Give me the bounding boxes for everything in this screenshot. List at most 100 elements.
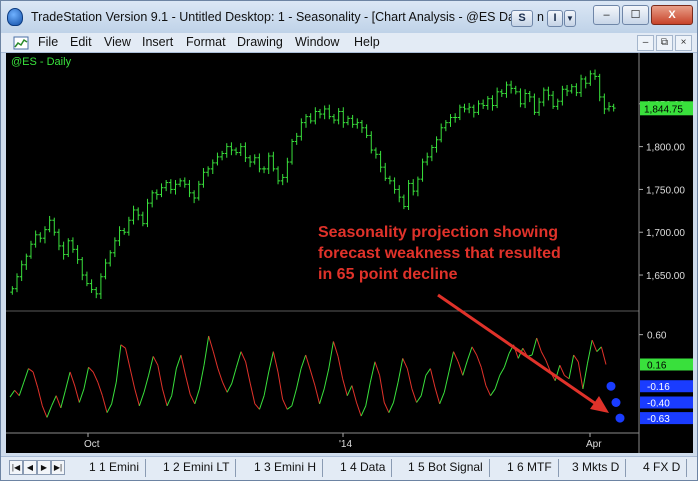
seasonality-segment	[194, 388, 200, 405]
seasonality-segment	[115, 344, 122, 383]
seasonality-axis: 0.60 0.16 -0.16 -0.40 -0.63	[639, 331, 693, 425]
close-button[interactable]: X	[651, 5, 693, 25]
window-title: TradeStation Version 9.1 - Untitled Desk…	[31, 10, 511, 24]
seasonality-segment	[434, 387, 441, 404]
seasonality-segment	[125, 348, 131, 369]
seasonality-line-group	[9, 335, 625, 423]
seasonality-segment	[356, 402, 362, 417]
seasonality-segment	[536, 337, 542, 352]
seasonality-axis-label: 0.60	[647, 331, 667, 342]
tab-4-fx-d[interactable]: 4 FX D	[637, 459, 688, 477]
seasonality-segment	[600, 346, 607, 365]
tab-next-button[interactable]: ▶	[37, 460, 51, 475]
seasonality-segment	[476, 354, 482, 368]
price-axis: 1,650.001,700.001,750.001,800.001,850.00…	[639, 100, 693, 282]
menu-bar: File Edit View Insert Format Drawing Win…	[1, 33, 697, 53]
seasonality-segment	[259, 395, 265, 410]
seasonality-segment	[568, 354, 575, 379]
seasonality-segment	[23, 368, 29, 383]
mdi-restore-button[interactable]: ⧉	[656, 35, 673, 51]
seasonality-segment	[365, 382, 371, 406]
seasonality-segment	[397, 358, 404, 383]
s-button[interactable]: S	[511, 10, 533, 27]
seasonality-segment	[254, 403, 260, 410]
seasonality-segment	[379, 375, 385, 403]
seasonality-segment	[198, 365, 205, 390]
minimize-button[interactable]: –	[593, 5, 620, 25]
seasonality-axis-label: -0.16	[647, 382, 670, 393]
tab-1-2-emini-lt[interactable]: 1 2 Emini LT	[157, 459, 237, 477]
seasonality-segment	[222, 381, 228, 393]
seasonality-segment	[143, 375, 150, 393]
seasonality-segment	[268, 351, 274, 373]
tradestation-app-icon[interactable]	[7, 8, 23, 26]
tab-1-3-emini-h[interactable]: 1 3 Emini H	[248, 459, 324, 477]
seasonality-segment	[573, 354, 579, 363]
seasonality-axis-label: -0.63	[647, 414, 670, 425]
last-price-label: 1,844.75	[644, 104, 683, 115]
seasonality-segment	[78, 388, 85, 403]
i-button[interactable]: I	[547, 10, 563, 27]
tab-1-4-data[interactable]: 1 4 Data	[334, 459, 393, 477]
seasonality-segment	[342, 378, 348, 396]
menu-view[interactable]: View	[104, 35, 131, 49]
seasonality-segment	[462, 360, 468, 376]
seasonality-segment	[92, 371, 99, 383]
time-axis-label: Oct	[84, 439, 100, 450]
seasonality-value-marker	[640, 380, 693, 393]
menu-insert[interactable]: Insert	[142, 35, 174, 49]
seasonality-segment	[69, 371, 76, 386]
time-axis: Oct '14 Apr	[84, 433, 602, 450]
seasonality-segment	[217, 368, 224, 383]
seasonality-segment	[545, 360, 552, 373]
mdi-close-button[interactable]: ×	[675, 35, 692, 51]
tab-1-5-bot-signal[interactable]: 1 5 Bot Signal	[402, 459, 490, 477]
mdi-minimize-button[interactable]: –	[637, 35, 654, 51]
time-axis-label: Apr	[586, 439, 602, 450]
seasonality-segment	[231, 367, 237, 384]
chart-canvas[interactable]: @ES - Daily 1,650.00 1,700.00 1,750.00 1,80…	[6, 53, 693, 453]
seasonality-segment	[55, 395, 62, 409]
seasonality-segment	[346, 385, 353, 396]
price-bars-group	[10, 69, 616, 300]
seasonality-segment	[138, 392, 145, 407]
chevron-down-icon[interactable]: ▼	[564, 10, 576, 27]
seasonality-segment	[152, 356, 159, 366]
seasonality-segment	[28, 368, 34, 373]
menu-drawing[interactable]: Drawing	[237, 35, 283, 49]
projection-dot	[606, 381, 616, 391]
seasonality-segment	[51, 395, 57, 407]
menu-format[interactable]: Format	[186, 35, 226, 49]
seasonality-segment	[425, 368, 431, 376]
tab-first-button[interactable]: |◀	[9, 460, 23, 475]
seasonality-segment	[328, 341, 334, 369]
seasonality-value-marker	[640, 358, 693, 371]
tab-1-1-emini[interactable]: 1 1 Emini	[83, 459, 147, 477]
menu-edit[interactable]: Edit	[70, 35, 92, 49]
workspace-tab-bar: |◀ ◀ ▶ ▶| 1 1 Emini 1 2 Emini LT 1 3 Emi…	[1, 456, 697, 480]
seasonality-segment	[148, 356, 154, 376]
seasonality-segment	[74, 385, 80, 403]
menu-file[interactable]: File	[38, 35, 59, 49]
maximize-button[interactable]: ☐	[622, 5, 649, 25]
seasonality-segment	[564, 374, 570, 380]
tab-last-button[interactable]: ▶|	[51, 460, 65, 475]
price-axis-label: 1,700.00	[646, 228, 685, 239]
seasonality-segment	[18, 381, 25, 396]
seasonality-segment	[319, 388, 325, 405]
menu-window[interactable]: Window	[295, 35, 340, 49]
seasonality-segment	[203, 335, 210, 366]
chart-area[interactable]: @ES - Daily 1,650.00 1,700.00 1,750.00 1,80…	[6, 53, 693, 453]
seasonality-segment	[471, 346, 478, 356]
menu-help[interactable]: Help	[354, 35, 380, 49]
seasonality-segment	[46, 405, 53, 418]
chart-window-icon[interactable]	[13, 36, 29, 50]
tab-1-6-mtf[interactable]: 1 6 MTF	[501, 459, 559, 477]
seasonality-segment	[286, 405, 293, 410]
seasonality-segment	[494, 375, 501, 390]
tab-prev-button[interactable]: ◀	[23, 460, 37, 475]
tab-3-mkts-d[interactable]: 3 Mkts D	[566, 459, 627, 477]
seasonality-segment	[282, 398, 288, 410]
annotation-arrow-head	[590, 396, 609, 413]
